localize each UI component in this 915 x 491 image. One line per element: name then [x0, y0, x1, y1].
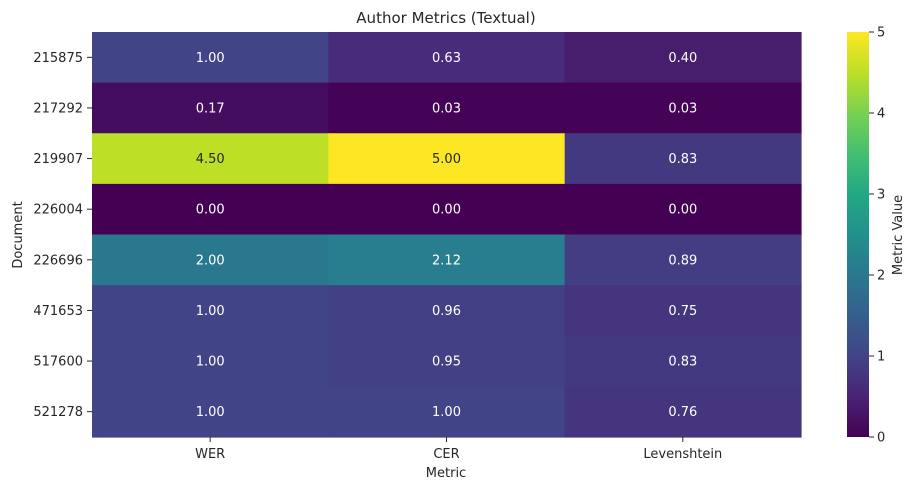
heatmap-cell	[564, 133, 802, 185]
colorbar: 0 1 2 3 4 5	[847, 26, 885, 446]
heatmap-cell	[92, 183, 329, 236]
cell-value-label: 0.83	[668, 355, 697, 370]
cell-value-label: 0.00	[196, 203, 225, 218]
cell-value-label: 0.63	[432, 51, 461, 66]
heatmap-axes: 215875 217292 219907 226004 226696 471653 5176…	[33, 51, 722, 462]
cell-value-label: 2.12	[432, 253, 461, 268]
colorbar-tick-label: 1	[877, 350, 885, 365]
cell-value-label: 0.00	[432, 203, 461, 218]
heatmap-cell	[328, 82, 566, 134]
heatmap-cell	[564, 335, 802, 387]
y-tick-label: 215875	[33, 51, 83, 66]
heatmap-cell	[328, 285, 566, 337]
heatmap-cell	[564, 183, 802, 236]
cell-value-label: 5.00	[432, 152, 461, 167]
cell-value-label: 0.40	[668, 51, 697, 66]
colorbar-tick-label: 0	[877, 431, 885, 446]
cell-value-label: 0.00	[668, 203, 697, 218]
heatmap-cell	[328, 234, 566, 286]
y-tick-label: 471653	[33, 304, 83, 319]
heatmap-cell	[92, 82, 329, 134]
cell-value-label: 0.96	[432, 304, 461, 319]
cell-value-label: 0.03	[432, 101, 461, 116]
y-tick-label: 517600	[33, 355, 83, 370]
y-tick-label: 226004	[33, 203, 83, 218]
heatmap-cell	[328, 133, 566, 185]
heatmap-cell-labels: 1.00 0.63 0.40 0.17 0.03 0.03 4.50 5.00 0.83 0.00…	[196, 51, 698, 420]
cell-value-label: 1.00	[196, 355, 225, 370]
heatmap-cell	[564, 82, 802, 134]
cell-value-label: 1.00	[196, 405, 225, 420]
chart-title: Author Metrics (Textual)	[356, 9, 535, 27]
cell-value-label: 1.00	[432, 405, 461, 420]
heatmap-cell	[92, 133, 329, 185]
y-tick-label: 521278	[33, 405, 83, 420]
x-tick-label: CER	[433, 447, 459, 462]
cell-value-label: 0.83	[668, 152, 697, 167]
cell-value-label: 0.03	[668, 101, 697, 116]
cell-value-label: 0.76	[668, 405, 697, 420]
colorbar-tick-label: 5	[877, 26, 885, 41]
colorbar-gradient	[847, 32, 869, 437]
colorbar-label: Metric Value	[891, 195, 906, 275]
cell-value-label: 4.50	[196, 152, 225, 167]
cell-value-label: 1.00	[196, 51, 225, 66]
y-tick-label: 219907	[33, 152, 83, 167]
heatmap-cell	[92, 335, 329, 387]
heatmap-cell	[564, 234, 802, 286]
cell-value-label: 0.89	[668, 253, 697, 268]
y-tick-label: 226696	[33, 253, 83, 268]
heatmap-cell	[92, 285, 329, 337]
heatmap-cell	[328, 335, 566, 387]
heatmap-cell	[328, 32, 566, 84]
heatmap-cell	[564, 386, 802, 438]
colorbar-tick-label: 4	[877, 107, 885, 122]
heatmap-cell	[92, 234, 329, 286]
cell-value-label: 1.00	[196, 304, 225, 319]
cell-value-label: 2.00	[196, 253, 225, 268]
y-tick-label: 217292	[33, 101, 83, 116]
cell-value-label: 0.75	[668, 304, 697, 319]
heatmap-cells	[92, 32, 802, 438]
heatmap-cell	[564, 32, 802, 84]
heatmap-cell	[328, 386, 566, 438]
colorbar-tick-label: 3	[877, 188, 885, 203]
x-tick-label: Levenshtein	[643, 447, 722, 462]
heatmap-cell	[564, 285, 802, 337]
heatmap-cell	[92, 32, 329, 84]
heatmap-cell	[92, 386, 329, 438]
cell-value-label: 0.17	[196, 101, 225, 116]
colorbar-tick-label: 2	[877, 269, 885, 284]
x-axis-label: Metric	[426, 466, 466, 481]
x-tick-label: WER	[195, 447, 225, 462]
y-axis-label: Document	[11, 201, 26, 268]
cell-value-label: 0.95	[432, 355, 461, 370]
heatmap-cell	[328, 183, 566, 236]
